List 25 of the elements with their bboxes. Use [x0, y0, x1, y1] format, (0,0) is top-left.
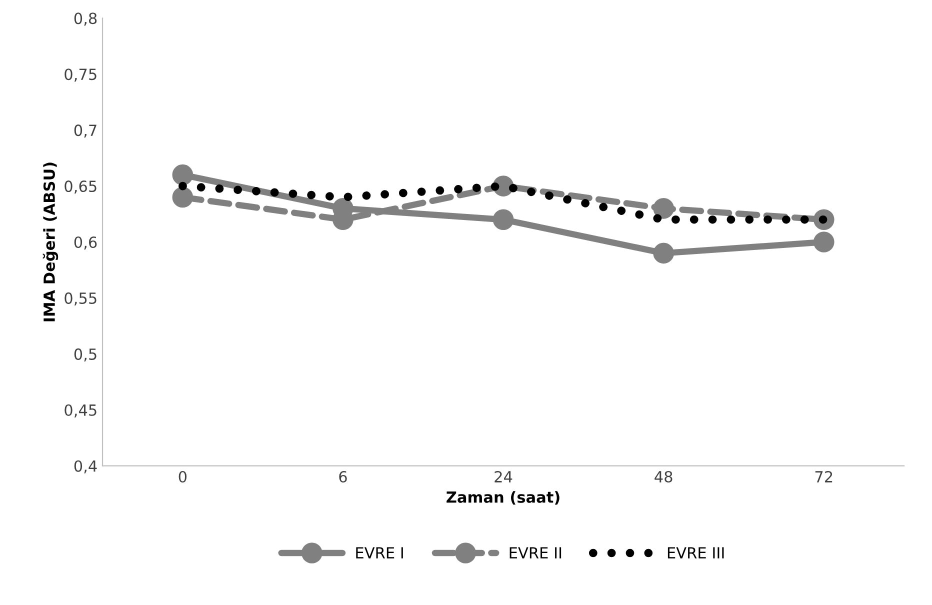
x-tick-label: 6: [339, 470, 347, 483]
y-axis-title: IMA Değeri (ABSU): [42, 162, 58, 322]
point: [172, 164, 194, 186]
legend-label: EVRE III: [668, 547, 724, 558]
y-tick-label: 0,7: [74, 124, 96, 138]
point: [813, 232, 834, 252]
legend-label: EVRE II: [510, 547, 562, 558]
x-tick-label: 0: [178, 470, 187, 483]
y-tick-label: 0,45: [64, 404, 96, 418]
point: [492, 209, 514, 230]
point: [653, 198, 674, 219]
y-tick-label: 0,8: [74, 12, 97, 26]
y-tick-label: 0,5: [74, 348, 96, 362]
point: [653, 242, 674, 264]
y-tick-label: 0,55: [64, 292, 96, 306]
x-tick-label: 72: [815, 470, 832, 482]
x-tick-label: 24: [494, 470, 512, 482]
y-tick-label: 0,6: [74, 236, 97, 250]
y-tick-label: 0,65: [64, 180, 96, 194]
point: [172, 186, 194, 208]
legend-label: EVRE I: [356, 547, 403, 558]
x-tick-label: 48: [654, 470, 672, 483]
x-axis-title: Zaman (saat): [446, 491, 560, 505]
y-tick-label: 0,4: [74, 460, 97, 474]
y-tick-label: 0,75: [64, 68, 96, 82]
